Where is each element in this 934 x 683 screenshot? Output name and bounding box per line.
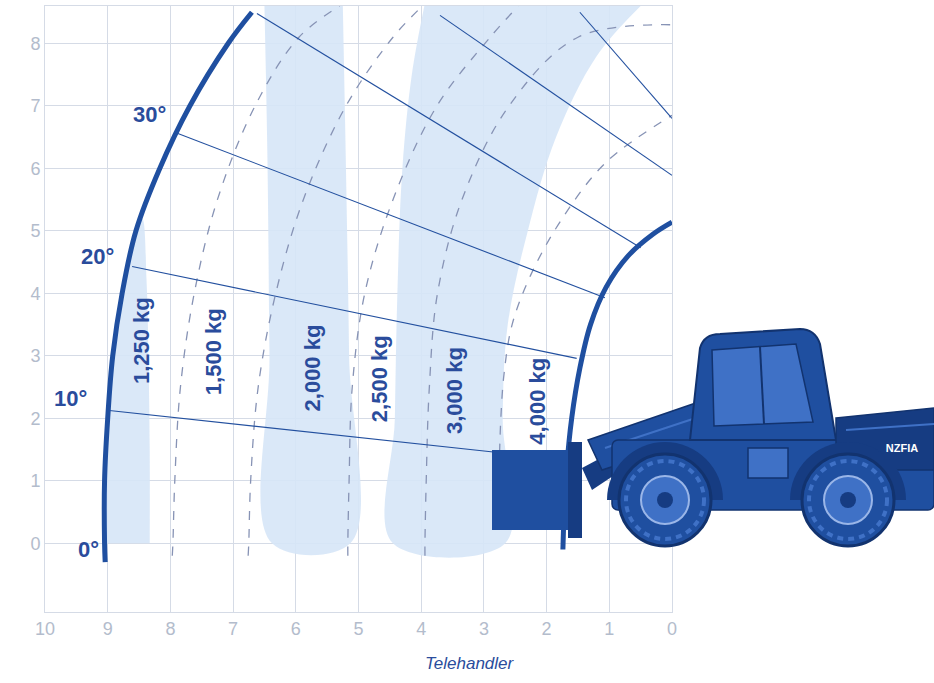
svg-text:3: 3 bbox=[479, 619, 489, 639]
svg-text:Telehandler: Telehandler bbox=[425, 654, 515, 673]
svg-text:3,000 kg: 3,000 kg bbox=[442, 347, 467, 434]
svg-text:4: 4 bbox=[416, 619, 426, 639]
svg-text:8: 8 bbox=[165, 619, 175, 639]
svg-text:7: 7 bbox=[228, 619, 238, 639]
svg-text:1,250 kg: 1,250 kg bbox=[129, 297, 154, 384]
svg-text:NZFIA: NZFIA bbox=[886, 442, 918, 454]
svg-text:9: 9 bbox=[103, 619, 113, 639]
svg-text:6: 6 bbox=[30, 159, 40, 179]
svg-text:0: 0 bbox=[30, 534, 40, 554]
svg-text:10: 10 bbox=[35, 619, 55, 639]
svg-text:1,500 kg: 1,500 kg bbox=[201, 308, 226, 395]
svg-text:7: 7 bbox=[30, 96, 40, 116]
svg-text:3: 3 bbox=[30, 346, 40, 366]
svg-text:6: 6 bbox=[291, 619, 301, 639]
svg-text:5: 5 bbox=[353, 619, 363, 639]
svg-text:30°: 30° bbox=[133, 102, 166, 127]
svg-text:10°: 10° bbox=[54, 386, 87, 411]
svg-text:20°: 20° bbox=[81, 244, 114, 269]
svg-text:5: 5 bbox=[30, 221, 40, 241]
svg-text:2: 2 bbox=[542, 619, 552, 639]
svg-text:4,000 kg: 4,000 kg bbox=[525, 358, 550, 445]
svg-text:2,000 kg: 2,000 kg bbox=[300, 325, 325, 412]
svg-text:0°: 0° bbox=[78, 537, 99, 562]
svg-text:2,500 kg: 2,500 kg bbox=[367, 335, 392, 422]
svg-text:4: 4 bbox=[30, 284, 40, 304]
svg-text:8: 8 bbox=[30, 34, 40, 54]
svg-text:1: 1 bbox=[30, 471, 40, 491]
svg-text:0: 0 bbox=[667, 619, 677, 639]
svg-text:2: 2 bbox=[30, 409, 40, 429]
svg-text:1: 1 bbox=[604, 619, 614, 639]
